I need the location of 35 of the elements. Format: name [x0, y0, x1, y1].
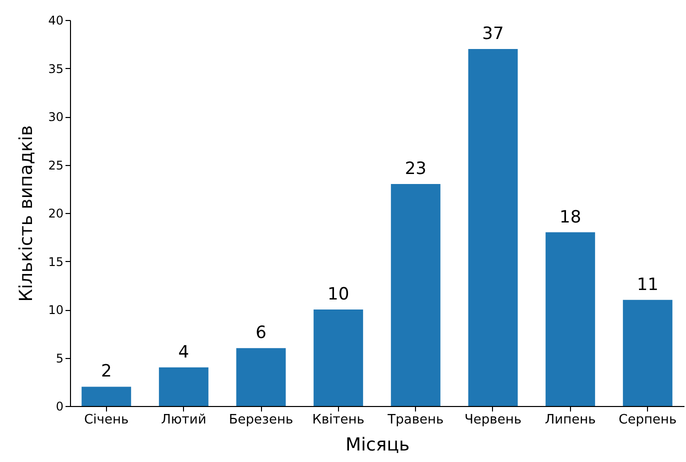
y-tick-label: 35 [48, 62, 64, 76]
bar [82, 386, 132, 406]
bar [468, 48, 518, 406]
x-tick-label: Квітень [312, 412, 364, 428]
y-tick-label: 40 [48, 14, 64, 28]
y-tick-label: 10 [48, 303, 64, 317]
bar [622, 300, 672, 406]
x-tick-label: Липень [544, 412, 596, 428]
x-tick-label: Серпень [618, 412, 677, 428]
data-label: 10 [328, 284, 350, 304]
data-label: 4 [178, 342, 190, 362]
y-tick-label: 15 [48, 254, 64, 269]
y-tick-label: 30 [48, 110, 64, 124]
data-label: 2 [100, 362, 112, 382]
x-tick-label: Травень [386, 412, 444, 428]
y-tick-label: 0 [56, 400, 64, 414]
x-tick-label: Січень [84, 412, 129, 428]
x-tick-label: Лютий [161, 412, 206, 428]
bar [314, 310, 364, 406]
y-tick-label: 5 [56, 351, 64, 366]
data-label: 23 [404, 159, 426, 180]
x-axis-title: Місяць [345, 434, 410, 456]
bar [236, 348, 286, 406]
bar [390, 184, 440, 406]
y-tick-label: 20 [48, 206, 64, 220]
data-label: 18 [560, 207, 582, 228]
bar [546, 232, 596, 406]
y-axis-title: Кількість випадків [16, 125, 38, 302]
data-label: 11 [636, 274, 658, 295]
x-tick-label: Березень [228, 412, 294, 428]
data-label: 6 [256, 323, 266, 344]
x-tick-label: Червень [464, 412, 522, 428]
bar [158, 367, 208, 406]
y-tick-label: 25 [48, 158, 64, 172]
data-label: 37 [482, 24, 504, 44]
